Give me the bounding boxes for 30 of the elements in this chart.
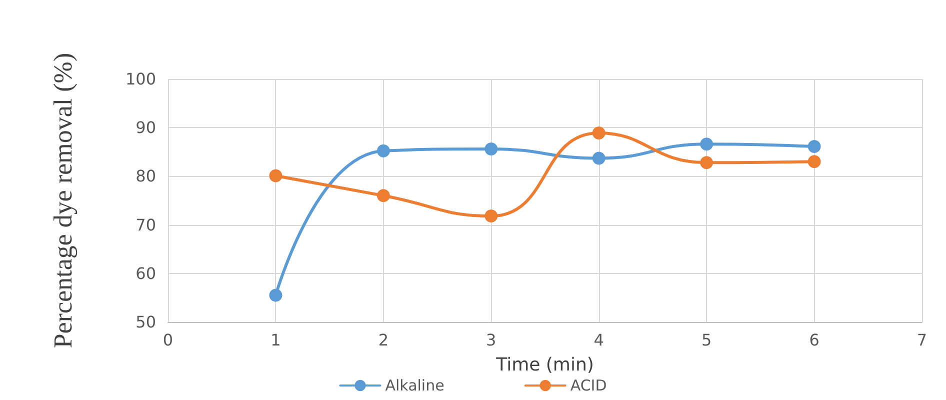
point: [700, 156, 714, 170]
point: [484, 142, 498, 156]
legend-label: ACID: [570, 376, 607, 394]
point: [808, 155, 821, 168]
point: [376, 144, 390, 158]
x-tick-label: 5: [701, 330, 712, 350]
x-tick-label: 2: [378, 330, 389, 350]
x-tick-label: 1: [270, 330, 281, 350]
y-tick-label: 90: [136, 118, 156, 138]
x-tick-label: 0: [162, 330, 174, 350]
point: [700, 138, 714, 151]
y-tick-label: 50: [136, 312, 156, 332]
point: [269, 169, 282, 182]
point: [592, 152, 606, 165]
point: [592, 126, 606, 140]
x-tick-label: 4: [594, 330, 604, 350]
y-axis-title: Percentage dye removal (%): [48, 52, 78, 348]
y-tick-label: 100: [125, 70, 156, 88]
y-tick-label: 80: [136, 166, 156, 186]
x-tick-label: 6: [809, 330, 820, 350]
point: [484, 210, 498, 223]
x-tick-label: 3: [486, 330, 496, 350]
legend-label: Alkaline: [385, 376, 444, 394]
y-tick-label: 60: [136, 264, 156, 283]
y-tick-label: 70: [136, 215, 156, 234]
point: [808, 140, 821, 154]
x-tick-label: 7: [916, 330, 928, 350]
x-axis-title: Time (min): [495, 354, 594, 376]
point: [376, 189, 390, 202]
point: [269, 288, 282, 302]
